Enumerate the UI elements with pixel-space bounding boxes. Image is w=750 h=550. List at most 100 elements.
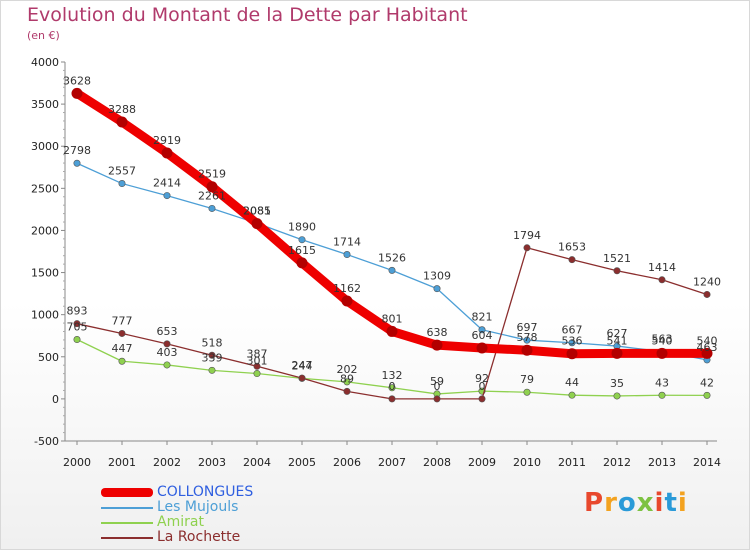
y-tick-label: -500 [34,435,59,448]
logo-letter: P [584,488,605,518]
y-tick-label: 500 [38,351,59,364]
y-tick-label: 2500 [31,182,59,195]
data-point-amirat [163,361,171,369]
data-label-collongues: 2519 [198,168,226,181]
y-tick-label: 1500 [31,267,59,280]
x-tick-label: 2007 [378,456,406,469]
data-point-les-mujouls [343,251,351,259]
data-label-amirat: 705 [67,321,88,334]
y-tick-label: 0 [52,393,59,406]
data-label-amirat: 301 [247,355,268,368]
data-point-amirat [118,357,126,365]
data-point-les-mujouls [73,159,81,167]
data-label-les-mujouls: 2085 [243,204,271,217]
logo-letter: i [677,488,688,518]
data-point-la-rochette [613,267,621,275]
data-label-les-mujouls: 1309 [423,270,451,283]
data-label-les-mujouls: 667 [562,324,583,337]
data-point-la-rochette [523,244,531,252]
data-point-les-mujouls [478,326,486,334]
data-label-la-rochette: 0 [389,380,396,393]
data-label-amirat: 92 [475,372,489,385]
legend-item-amirat: Amirat [101,515,253,530]
data-point-les-mujouls [433,285,441,293]
data-label-la-rochette: 0 [434,380,441,393]
y-tick-label: 4000 [31,56,59,69]
legend-swatch [101,506,153,509]
data-point-les-mujouls [388,266,396,274]
data-label-amirat: 35 [610,377,624,390]
data-point-la-rochette [703,290,711,298]
data-label-la-rochette: 1653 [558,241,586,254]
data-point-amirat [613,392,621,400]
logo-letter: i [654,488,665,518]
data-label-la-rochette: 89 [340,372,354,385]
x-tick-label: 2006 [333,456,361,469]
x-tick-label: 2005 [288,456,316,469]
data-label-amirat: 44 [565,376,579,389]
data-label-les-mujouls: 1526 [378,251,406,264]
legend-label: Les Mujouls [157,499,239,515]
data-label-amirat: 132 [382,369,403,382]
y-tick-label: 2000 [31,224,59,237]
x-tick-label: 2014 [693,456,721,469]
data-point-collongues [341,295,353,307]
data-label-amirat: 59 [430,375,444,388]
x-tick-label: 2004 [243,456,271,469]
data-label-amirat: 244 [292,359,313,372]
data-label-collongues: 541 [607,334,628,347]
data-label-les-mujouls: 697 [517,321,538,334]
data-label-collongues: 3288 [108,103,136,116]
data-label-les-mujouls: 821 [472,311,493,324]
data-label-collongues: 536 [562,335,583,348]
data-point-la-rochette [208,351,216,359]
data-point-amirat [73,336,81,344]
data-label-amirat: 42 [700,376,714,389]
legend-item-collongues: COLLONGUES [101,485,253,500]
legend-label: Amirat [157,514,204,530]
data-label-les-mujouls: 2414 [153,177,181,190]
data-point-amirat [388,384,396,392]
data-label-collongues: 3628 [63,74,91,87]
data-label-collongues: 540 [697,334,718,347]
x-tick-label: 2008 [423,456,451,469]
data-label-la-rochette: 653 [157,325,178,338]
data-point-la-rochette [253,362,261,370]
data-point-collongues [116,116,128,128]
legend-label: COLLONGUES [157,484,254,500]
data-label-collongues: 801 [382,312,403,325]
data-point-la-rochette [298,374,306,382]
data-point-collongues [476,342,488,354]
data-point-collongues [701,347,713,359]
data-label-collongues: 540 [652,334,673,347]
data-point-amirat [208,366,216,374]
legend-swatch [101,488,153,497]
y-tick-label: 3000 [31,140,59,153]
data-point-la-rochette [73,320,81,328]
data-point-la-rochette [343,387,351,395]
legend-item-la-rochette: La Rochette [101,530,253,545]
data-point-la-rochette [118,329,126,337]
data-point-collongues [206,181,218,193]
data-label-amirat: 339 [202,351,223,364]
logo-letter: o [617,488,637,518]
data-label-la-rochette: 777 [112,314,133,327]
x-tick-label: 2011 [558,456,586,469]
data-point-la-rochette [433,395,441,403]
data-label-collongues: 638 [427,326,448,339]
logo-letter: t [664,488,678,518]
data-point-collongues [656,347,668,359]
data-point-amirat [703,391,711,399]
data-point-collongues [296,257,308,269]
data-point-collongues [431,339,443,351]
data-label-la-rochette: 247 [292,359,313,372]
data-label-collongues: 578 [517,331,538,344]
data-label-la-rochette: 0 [479,380,486,393]
data-label-collongues: 604 [472,329,493,342]
data-label-les-mujouls: 1890 [288,221,316,234]
data-label-la-rochette: 518 [202,336,223,349]
data-label-amirat: 403 [157,346,178,359]
data-label-la-rochette: 1521 [603,252,631,265]
